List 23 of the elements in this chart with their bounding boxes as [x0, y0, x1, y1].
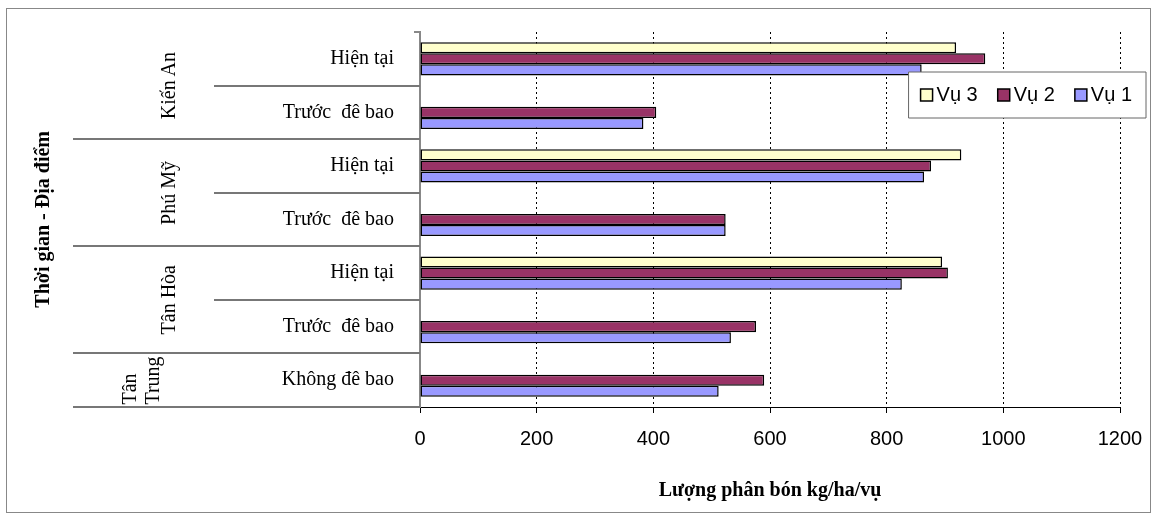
text: Phú Mỹ: [156, 160, 180, 225]
x-tick-label: 400: [636, 426, 671, 449]
x-tick-label: 800: [869, 426, 904, 449]
x-tick-label: 1000: [981, 426, 1026, 449]
text: Tân Trung: [118, 355, 164, 405]
text: Thời gian - Địa điểm: [30, 131, 54, 308]
y-tick-label: Trước đê bao: [282, 206, 394, 229]
x-axis-title: Lượng phân bón kg/ha/vụ: [658, 478, 882, 502]
text: Tân Hòa: [156, 265, 180, 335]
legend-label: Vụ 2: [1013, 82, 1055, 105]
x-tick-label: 200: [519, 426, 554, 449]
y-tick-label: Trước đê bao: [282, 99, 394, 122]
x-tick-label: 1200: [1097, 426, 1143, 449]
x-tick-label: 0: [414, 426, 426, 449]
y-tick-label: Không đê bao: [281, 367, 394, 391]
y-tick-label: Hiện tại: [330, 153, 395, 176]
y-tick-label: Trước đê bao: [282, 313, 394, 336]
legend-label: Vụ 1: [1090, 82, 1133, 105]
legend-label: Vụ 3: [936, 82, 978, 105]
y-tick-label: Hiện tại: [330, 46, 395, 69]
x-tick-label: 600: [753, 426, 787, 449]
y-tick-label: Hiện tại: [330, 260, 395, 283]
text: Kiến An: [156, 51, 180, 120]
